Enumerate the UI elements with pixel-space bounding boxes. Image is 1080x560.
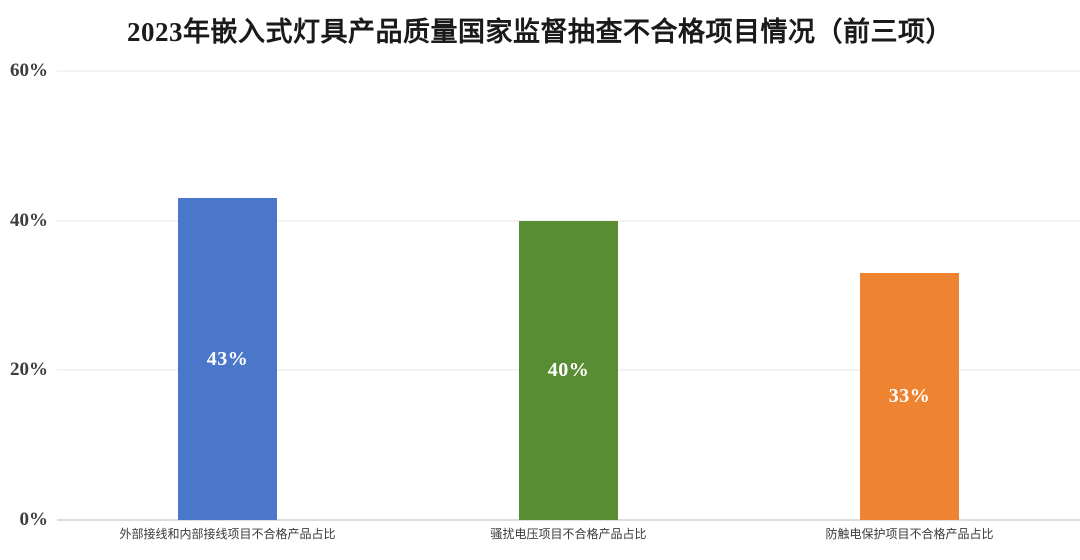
bar: 43% bbox=[178, 198, 277, 520]
gridline bbox=[57, 70, 1080, 72]
x-axis-category-label: 骚扰电压项目不合格产品占比 bbox=[490, 527, 647, 541]
y-axis-tick-label: 40% bbox=[10, 209, 48, 231]
y-axis-tick-label: 60% bbox=[10, 60, 48, 81]
y-axis-tick-label: 20% bbox=[10, 359, 48, 381]
bar-value-label: 43% bbox=[206, 347, 249, 370]
y-axis-tick-label: 0% bbox=[19, 509, 49, 530]
gridline bbox=[57, 219, 1080, 222]
x-axis-category-label: 防触电保护项目不合格产品占比 bbox=[825, 527, 994, 541]
x-axis-category-label: 外部接线和内部接线项目不合格产品占比 bbox=[119, 527, 336, 541]
bar-value-label: 33% bbox=[888, 385, 931, 408]
plot-area: 43% 40% 33% bbox=[57, 70, 1080, 521]
x-axis-line bbox=[57, 519, 1080, 521]
bar: 33% bbox=[860, 273, 959, 520]
chart-title: 2023年嵌入式灯具产品质量国家监督抽查不合格项目情况（前三项） bbox=[127, 17, 953, 47]
bar: 40% bbox=[519, 220, 618, 520]
bar-value-label: 40% bbox=[547, 358, 590, 381]
